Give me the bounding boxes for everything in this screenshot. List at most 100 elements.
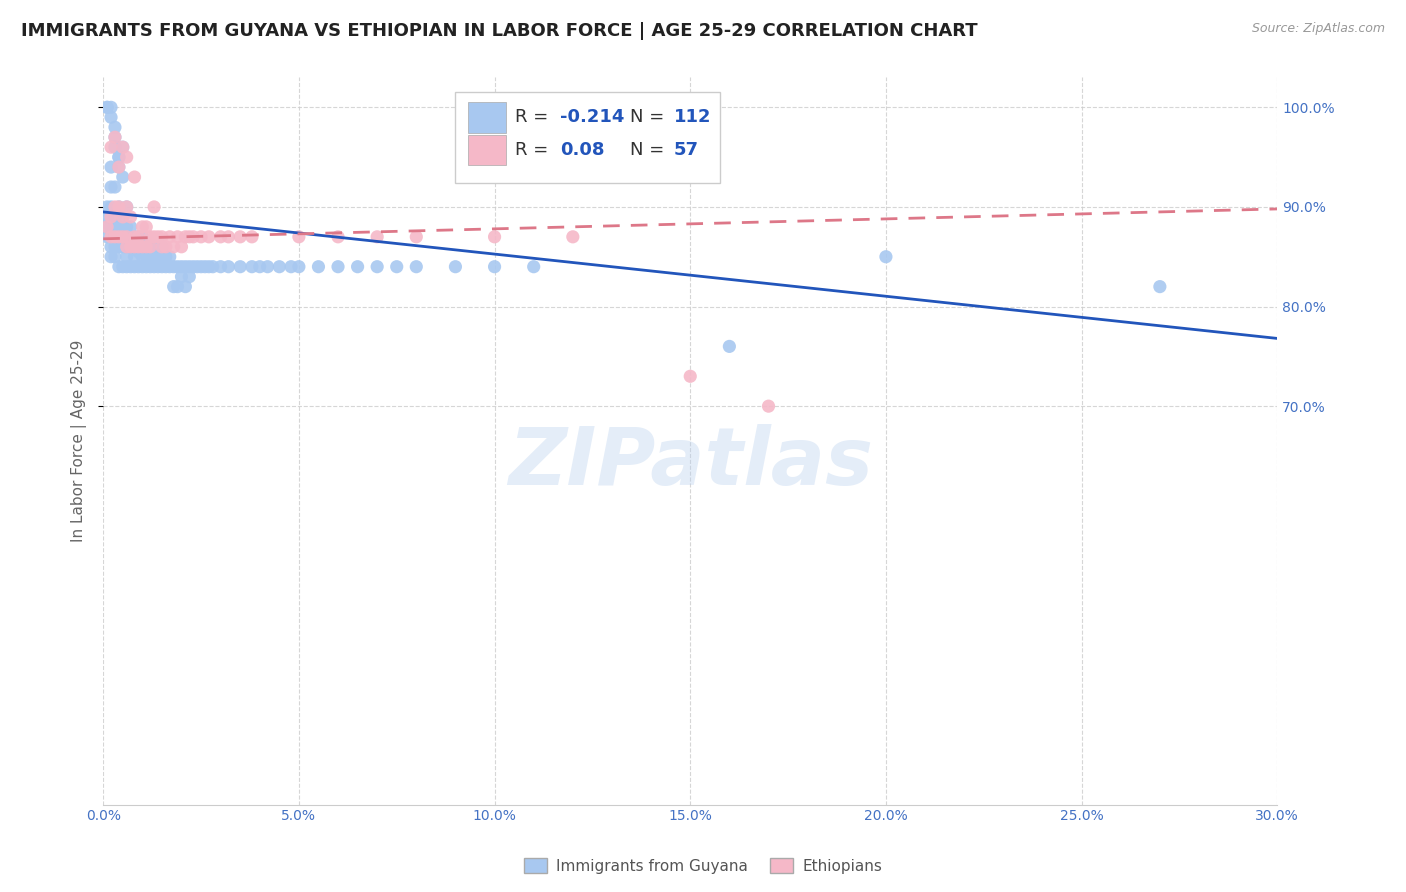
Point	[198, 229, 221, 244]
Point	[127, 260, 149, 274]
Point	[139, 250, 162, 264]
Point	[96, 210, 118, 224]
Point	[96, 229, 118, 244]
Point	[179, 260, 201, 274]
Point	[131, 250, 153, 264]
Point	[217, 229, 239, 244]
Point	[229, 260, 252, 274]
Point	[346, 260, 368, 274]
Point	[269, 260, 291, 274]
Point	[135, 219, 157, 234]
Point	[143, 229, 166, 244]
Point	[159, 250, 181, 264]
Point	[131, 260, 153, 274]
Point	[115, 240, 138, 254]
Point	[124, 229, 146, 244]
Point	[135, 250, 157, 264]
Point	[405, 229, 427, 244]
Point	[108, 150, 131, 164]
Point	[523, 260, 546, 274]
Point	[179, 269, 201, 284]
Point	[139, 229, 162, 244]
Point	[1149, 279, 1171, 293]
Point	[104, 200, 127, 214]
Point	[307, 260, 329, 274]
Point	[159, 260, 181, 274]
Point	[217, 260, 239, 274]
Point	[179, 229, 201, 244]
Point	[444, 260, 467, 274]
Point	[679, 369, 702, 384]
Point	[108, 219, 131, 234]
Point	[100, 250, 122, 264]
Point	[150, 240, 173, 254]
Point	[229, 229, 252, 244]
Point	[155, 250, 177, 264]
Point	[104, 130, 127, 145]
FancyBboxPatch shape	[468, 103, 506, 133]
Point	[108, 200, 131, 214]
Point	[96, 219, 118, 234]
Point	[108, 260, 131, 274]
Point	[186, 260, 208, 274]
Point	[326, 260, 349, 274]
Point	[385, 260, 408, 274]
Point	[170, 240, 193, 254]
Point	[131, 240, 153, 254]
Point	[166, 229, 188, 244]
Point	[104, 130, 127, 145]
Point	[108, 160, 131, 174]
Point	[280, 260, 302, 274]
Point	[366, 229, 388, 244]
Point	[174, 260, 197, 274]
Point	[104, 210, 127, 224]
Point	[127, 229, 149, 244]
Y-axis label: In Labor Force | Age 25-29: In Labor Force | Age 25-29	[72, 340, 87, 542]
Text: ZIPatlas: ZIPatlas	[508, 424, 873, 502]
Point	[120, 210, 142, 224]
Point	[181, 260, 204, 274]
Point	[115, 200, 138, 214]
Point	[104, 180, 127, 194]
Point	[104, 240, 127, 254]
Point	[139, 260, 162, 274]
Point	[96, 100, 118, 114]
Point	[100, 240, 122, 254]
Point	[108, 160, 131, 174]
Point	[718, 339, 741, 353]
Point	[174, 279, 197, 293]
Point	[111, 210, 134, 224]
Point	[146, 229, 169, 244]
Point	[111, 169, 134, 184]
Point	[115, 240, 138, 254]
Point	[150, 250, 173, 264]
Point	[288, 260, 311, 274]
Point	[198, 260, 221, 274]
Point	[124, 240, 146, 254]
Point	[174, 229, 197, 244]
Point	[124, 229, 146, 244]
Point	[111, 229, 134, 244]
Point	[240, 260, 263, 274]
Point	[104, 250, 127, 264]
Point	[135, 260, 157, 274]
FancyBboxPatch shape	[468, 135, 506, 165]
Point	[96, 100, 118, 114]
Point	[124, 250, 146, 264]
Point	[100, 180, 122, 194]
Point	[166, 260, 188, 274]
Text: 112: 112	[673, 109, 711, 127]
Point	[143, 260, 166, 274]
Point	[111, 229, 134, 244]
Point	[100, 140, 122, 154]
Point	[256, 260, 278, 274]
Point	[155, 260, 177, 274]
Point	[166, 279, 188, 293]
Text: N =: N =	[630, 109, 671, 127]
Point	[159, 229, 181, 244]
Point	[111, 240, 134, 254]
Point	[115, 229, 138, 244]
Point	[170, 260, 193, 274]
Point	[96, 200, 118, 214]
Point	[100, 200, 122, 214]
